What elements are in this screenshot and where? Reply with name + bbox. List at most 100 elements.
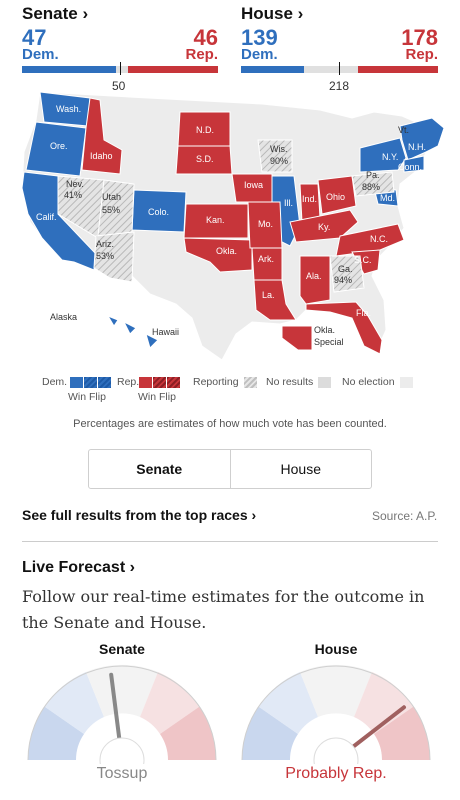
state-ny [359,137,407,173]
house-gauge-bands [241,664,430,760]
senate-rep-bar [128,66,218,73]
label-nev-pct: 41% [64,190,82,200]
label-conn: Conn. [398,162,422,172]
senate-undecided-bar [116,66,128,73]
state-la [253,279,297,321]
label-la: La. [262,290,275,300]
legend-dem-flip-swatch [98,377,111,388]
toggle-house-button[interactable]: House [229,450,372,488]
legend-no-election-swatch [400,377,413,388]
label-ohio: Ohio [326,192,345,202]
label-ariz: Ariz. [96,239,114,249]
state-conn [403,155,425,173]
label-md: Md. [380,193,395,203]
house-gauge-hub [313,737,359,764]
state-ala [299,255,331,305]
state-ore [25,121,87,177]
state-fla [305,301,383,355]
house-majority-number: 218 [329,79,350,93]
gauge-band-2 [44,672,104,734]
label-pa-pct: 88% [362,182,380,192]
house-majority-line [339,62,340,75]
senate-dem-label: Dem. [22,46,59,63]
legend-rep-swatch-2 [153,377,166,388]
label-colo: Colo. [148,207,169,217]
reporting-note: Percentages are estimates of how much vo… [73,418,387,430]
label-nh: N.H. [408,142,426,152]
label-ark: Ark. [258,254,274,264]
label-wash: Wash. [56,104,81,114]
label-hawaii: Hawaii [152,327,179,337]
gauge-band-2 [258,672,318,734]
house-rep-label: Rep. [405,46,438,63]
legend-rep-flip-swatch [167,377,180,388]
label-nd: N.D. [196,125,214,135]
legend-dem-flip-label: Win Flip [68,391,106,403]
senate-gauge-title: Senate [99,641,145,657]
senate-gauge-hub [99,737,145,764]
label-sc: S.C. [354,255,372,265]
house-title-link[interactable]: House › [241,4,304,23]
label-ky: Ky. [318,222,330,232]
label-alaska: Alaska [50,312,77,322]
full-results-link[interactable]: See full results from the top races › [22,507,257,523]
legend-dem-label: Dem. [42,376,68,388]
gauge-outline [27,665,217,761]
senate-majority-number: 50 [112,79,126,93]
label-idaho: Idaho [90,151,113,161]
label-ill: Ill. [284,198,293,208]
house-gauge-title: House [314,641,358,657]
house-gauge-outcome: Probably Rep. [285,765,387,782]
label-ore: Ore. [50,141,68,151]
chamber-toggle[interactable]: Senate House [88,449,372,489]
label-wis-pct: 90% [270,156,288,166]
label-iowa: Iowa [244,180,263,190]
gauge-band-4 [354,672,414,734]
label-utah-pct: 55% [102,205,120,215]
gauge-band-5 [374,706,430,760]
state-ariz [93,231,135,283]
state-nc [335,223,405,257]
senate-majority-line [120,62,121,75]
state-ark [251,247,283,281]
label-ny: N.Y. [382,152,398,162]
senate-gauge-outcome: Tossup [96,765,148,782]
label-ala: Ala. [306,271,322,281]
gauge-band-3 [300,664,372,717]
gauge-band-4 [140,672,200,734]
house-dem-seats: 139 [241,25,278,50]
legend-rep-flip-label: Win Flip [138,391,176,403]
label-fla: Fla. [356,308,371,318]
label-utah: Utah [102,192,121,202]
state-ky [289,209,359,243]
house-undecided-bar [304,66,358,73]
label-ga-pct: 94% [334,275,352,285]
label-nev: Nev. [66,179,84,189]
house-rep-seats: 178 [401,25,438,50]
state-idaho [81,97,123,175]
gauge-band-5 [160,706,217,760]
label-sd: S.D. [196,154,214,164]
legend-no-results-swatch [318,377,331,388]
label-ind: Ind. [302,194,317,204]
toggle-senate-button[interactable]: Senate [136,461,183,477]
senate-results-map[interactable]: Wash. Ore. Idaho Calif. Nev. 41% Utah 55… [0,85,460,365]
house-rep-bar [358,66,438,73]
legend-rep-label: Rep. [117,376,140,388]
label-nc: N.C. [370,234,388,244]
house-dem-label: Dem. [241,46,278,63]
senate-dem-seats: 47 [22,25,47,50]
state-wis [257,139,293,173]
label-okla-special-sub: Special [314,337,344,347]
live-forecast-link[interactable]: Live Forecast › [22,559,135,576]
source-credit: Source: A.P. [372,509,438,523]
label-mo: Mo. [258,219,273,229]
label-wis: Wis. [270,144,288,154]
state-kan [183,203,249,239]
house-forecast-gauge [241,664,431,764]
senate-title-link[interactable]: Senate › [22,4,89,23]
section-divider [22,541,438,542]
state-ohio [317,175,357,215]
legend-rep-swatch [139,377,152,388]
legend-no-results-label: No results [266,376,314,388]
